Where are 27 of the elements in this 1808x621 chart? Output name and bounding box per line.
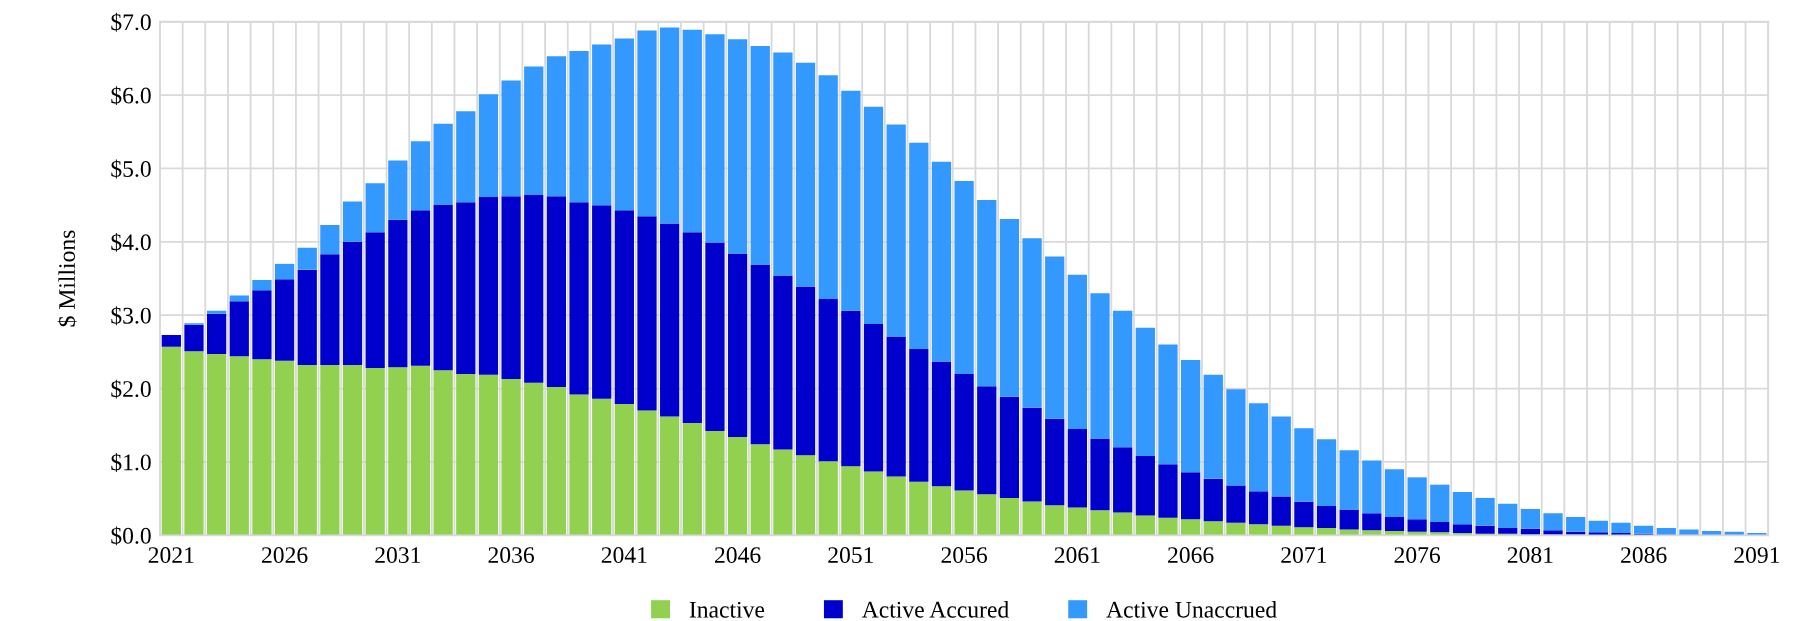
x-tick-label: 2041 — [601, 547, 647, 564]
y-tick-label: $7.0 — [111, 12, 151, 32]
x-tick-label: 2021 — [148, 547, 194, 564]
legend-label: Active Accured — [861, 601, 1009, 618]
legend-label: Active Unaccrued — [1106, 601, 1277, 618]
x-tick-label: 2046 — [715, 547, 761, 564]
x-tick-label: 2026 — [262, 547, 308, 564]
x-tick-label: 2076 — [1394, 547, 1441, 564]
x-tick-label: 2091 — [1734, 547, 1780, 564]
y-tick-label: $4.0 — [111, 232, 151, 252]
y-tick-label: $2.0 — [111, 379, 151, 399]
y-tick-label: $1.0 — [111, 453, 151, 472]
y-axis-title: $ Millions — [57, 230, 77, 327]
x-tick-label: 2056 — [941, 547, 988, 564]
x-tick-label: 2036 — [488, 547, 534, 564]
x-tick-label: 2051 — [828, 547, 874, 564]
x-tick-label: 2071 — [1281, 547, 1327, 564]
y-tick-label: $6.0 — [111, 86, 151, 106]
x-tick-label: 2066 — [1168, 547, 1214, 564]
y-tick-label: $5.0 — [111, 159, 151, 179]
y-tick-label: $3.0 — [111, 306, 151, 326]
x-tick-label: 2061 — [1054, 547, 1100, 564]
x-tick-label: 2086 — [1621, 547, 1667, 564]
x-tick-label: 2031 — [375, 547, 421, 564]
y-tick-label: $0.0 — [111, 526, 151, 546]
x-tick-label: 2081 — [1507, 547, 1553, 564]
legend-label: Inactive — [689, 601, 765, 618]
